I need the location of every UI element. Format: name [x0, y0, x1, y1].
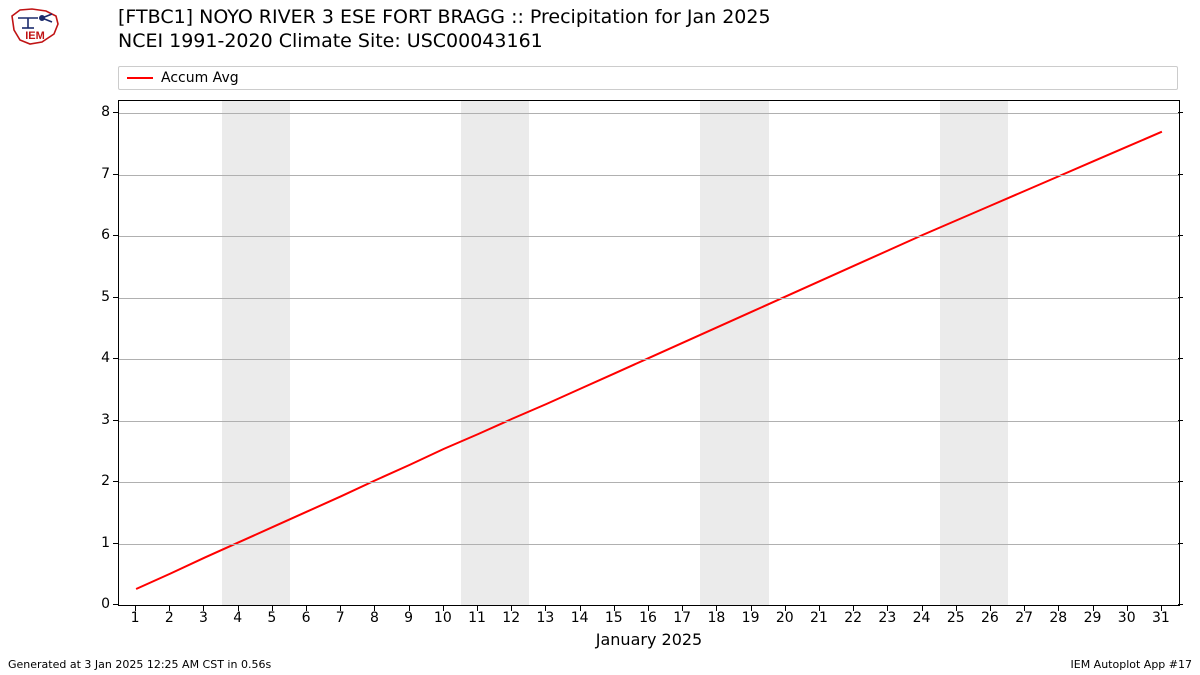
ytick-mark [1178, 235, 1183, 236]
chart-container: Accum Avg Precipitation [inch] January 2… [118, 66, 1180, 626]
ytick-mark [113, 358, 118, 359]
xtick-label: 30 [1118, 610, 1136, 626]
ytick-label: 6 [80, 227, 110, 243]
xtick-label: 5 [267, 610, 276, 626]
xtick-label: 25 [947, 610, 965, 626]
iem-logo: IEM [8, 4, 62, 48]
xtick-label: 17 [673, 610, 691, 626]
xtick-label: 21 [810, 610, 828, 626]
xtick-label: 11 [468, 610, 486, 626]
xtick-label: 22 [844, 610, 862, 626]
ytick-label: 7 [80, 166, 110, 182]
xtick-label: 13 [536, 610, 554, 626]
xtick-label: 9 [404, 610, 413, 626]
xtick-label: 26 [981, 610, 999, 626]
gridline [119, 421, 1179, 422]
xtick-label: 24 [913, 610, 931, 626]
xtick-label: 1 [131, 610, 140, 626]
xtick-label: 3 [199, 610, 208, 626]
legend-label: Accum Avg [161, 70, 239, 86]
xtick-label: 16 [639, 610, 657, 626]
accum-avg-line [136, 132, 1162, 589]
chart-title-line2: NCEI 1991-2020 Climate Site: USC00043161 [118, 30, 771, 54]
ytick-mark [113, 112, 118, 113]
ytick-mark [1178, 358, 1183, 359]
xtick-label: 4 [233, 610, 242, 626]
gridline [119, 359, 1179, 360]
xtick-label: 28 [1049, 610, 1067, 626]
xtick-label: 14 [571, 610, 589, 626]
xtick-label: 18 [707, 610, 725, 626]
ytick-label: 5 [80, 289, 110, 305]
ytick-label: 8 [80, 104, 110, 120]
xtick-label: 27 [1015, 610, 1033, 626]
xtick-label: 2 [165, 610, 174, 626]
xtick-label: 12 [502, 610, 520, 626]
xtick-label: 8 [370, 610, 379, 626]
xtick-label: 19 [742, 610, 760, 626]
legend: Accum Avg [118, 66, 1178, 90]
xtick-label: 15 [605, 610, 623, 626]
ytick-mark [113, 604, 118, 605]
xtick-label: 6 [302, 610, 311, 626]
xtick-label: 23 [878, 610, 896, 626]
ytick-mark [1178, 543, 1183, 544]
xtick-label: 10 [434, 610, 452, 626]
gridline [119, 298, 1179, 299]
xtick-label: 29 [1084, 610, 1102, 626]
chart-title-line1: [FTBC1] NOYO RIVER 3 ESE FORT BRAGG :: P… [118, 6, 771, 30]
line-series-svg [119, 101, 1179, 605]
footer-generated-text: Generated at 3 Jan 2025 12:25 AM CST in … [8, 658, 271, 671]
ytick-mark [113, 174, 118, 175]
plot-area [118, 100, 1180, 606]
ytick-mark [1178, 420, 1183, 421]
footer-app-text: IEM Autoplot App #17 [1071, 658, 1193, 671]
x-axis-label: January 2025 [118, 630, 1180, 649]
ytick-mark [1178, 112, 1183, 113]
gridline [119, 113, 1179, 114]
gridline [119, 482, 1179, 483]
ytick-mark [1178, 174, 1183, 175]
page-root: IEM [FTBC1] NOYO RIVER 3 ESE FORT BRAGG … [0, 0, 1200, 675]
ytick-label: 4 [80, 350, 110, 366]
ytick-mark [113, 235, 118, 236]
gridline [119, 175, 1179, 176]
chart-title-block: [FTBC1] NOYO RIVER 3 ESE FORT BRAGG :: P… [118, 6, 771, 54]
ytick-mark [113, 297, 118, 298]
ytick-mark [113, 420, 118, 421]
legend-swatch [127, 77, 153, 79]
ytick-mark [1178, 481, 1183, 482]
ytick-label: 3 [80, 412, 110, 428]
ytick-label: 2 [80, 473, 110, 489]
xtick-label: 7 [336, 610, 345, 626]
ytick-mark [1178, 297, 1183, 298]
xtick-label: 31 [1152, 610, 1170, 626]
logo-text: IEM [25, 30, 45, 42]
gridline [119, 236, 1179, 237]
ytick-mark [113, 543, 118, 544]
ytick-label: 0 [80, 596, 110, 612]
gridline [119, 544, 1179, 545]
xtick-label: 20 [776, 610, 794, 626]
ytick-mark [1178, 604, 1183, 605]
ytick-mark [113, 481, 118, 482]
ytick-label: 1 [80, 535, 110, 551]
